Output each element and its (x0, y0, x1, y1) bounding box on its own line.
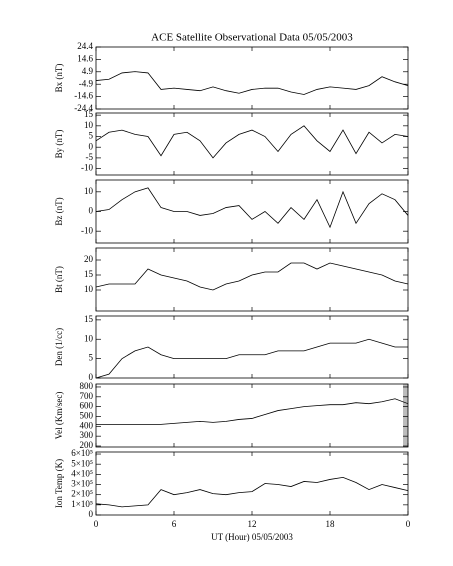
y-axis-label: Bt (nT) (54, 266, 64, 293)
y-axis-label: Vel (Km/sec) (54, 392, 64, 440)
y-tick-label: 800 (80, 381, 94, 391)
x-tick-label: 18 (326, 519, 336, 529)
x-tick-label: 12 (248, 519, 257, 529)
y-tick-label: 0 (89, 509, 94, 519)
y-axis-label: Ion Temp (K) (54, 459, 64, 508)
y-tick-label: 24.4 (77, 41, 93, 51)
y-tick-label: 4×10⁵ (71, 468, 93, 478)
data-line (95, 187, 409, 229)
x-tick-label: 6 (172, 519, 177, 529)
y-tick-label: 10 (84, 284, 94, 294)
y-tick-label: 0 (89, 141, 94, 151)
chart-title: ACE Satellite Observational Data 05/05/2… (151, 32, 353, 44)
y-tick-label: -24.4 (74, 103, 93, 113)
y-tick-label: 500 (80, 411, 94, 421)
x-tick-label: 0 (94, 519, 99, 529)
y-axis-label: Bz (nT) (54, 197, 64, 225)
data-line (96, 398, 409, 425)
y-tick-label: 20 (84, 254, 94, 264)
x-axis-label: UT (Hour) 05/05/2003 (211, 532, 293, 542)
y-tick-label: 2×10⁵ (71, 489, 93, 499)
y-tick-label: 0 (89, 206, 94, 216)
y-tick-label: 15 (84, 314, 94, 324)
y-tick-label: 3×10⁵ (71, 479, 93, 489)
y-tick-label: 200 (80, 440, 94, 450)
data-line (95, 125, 409, 159)
y-axis-label: Bx (nT) (54, 64, 64, 93)
data-line (95, 71, 409, 95)
data-gap-shade (403, 384, 408, 447)
y-tick-label: 4.9 (82, 66, 94, 76)
y-tick-label: 5×10⁵ (71, 458, 93, 468)
y-tick-label: 400 (80, 420, 94, 430)
y-tick-label: -10 (81, 163, 93, 173)
y-tick-label: 6×10⁵ (71, 448, 93, 458)
data-line (95, 262, 409, 291)
y-axis-label: By (nT) (54, 130, 64, 159)
y-tick-label: 5 (89, 131, 94, 141)
y-tick-label: 14.6 (77, 54, 93, 64)
y-tick-label: 600 (80, 401, 94, 411)
y-tick-label: -4.9 (79, 78, 94, 88)
y-tick-label: 1×10⁵ (71, 499, 93, 509)
y-tick-label: 5 (89, 353, 94, 363)
y-tick-label: -14.6 (74, 91, 93, 101)
data-line (95, 338, 408, 379)
y-tick-label: 300 (80, 430, 94, 440)
y-tick-label: 15 (84, 269, 94, 279)
y-tick-label: -10 (81, 225, 93, 235)
y-tick-label: 10 (84, 120, 94, 130)
y-tick-label: 0 (89, 372, 94, 382)
y-axis-label: Den (1/cc) (54, 328, 64, 366)
data-line (95, 476, 409, 508)
y-tick-label: 10 (84, 333, 94, 343)
y-tick-label: 700 (80, 391, 94, 401)
y-tick-label: -5 (86, 152, 94, 162)
x-tick-label: 0 (406, 519, 411, 529)
y-tick-label: 10 (84, 186, 94, 196)
y-tick-label: 15 (84, 109, 94, 119)
